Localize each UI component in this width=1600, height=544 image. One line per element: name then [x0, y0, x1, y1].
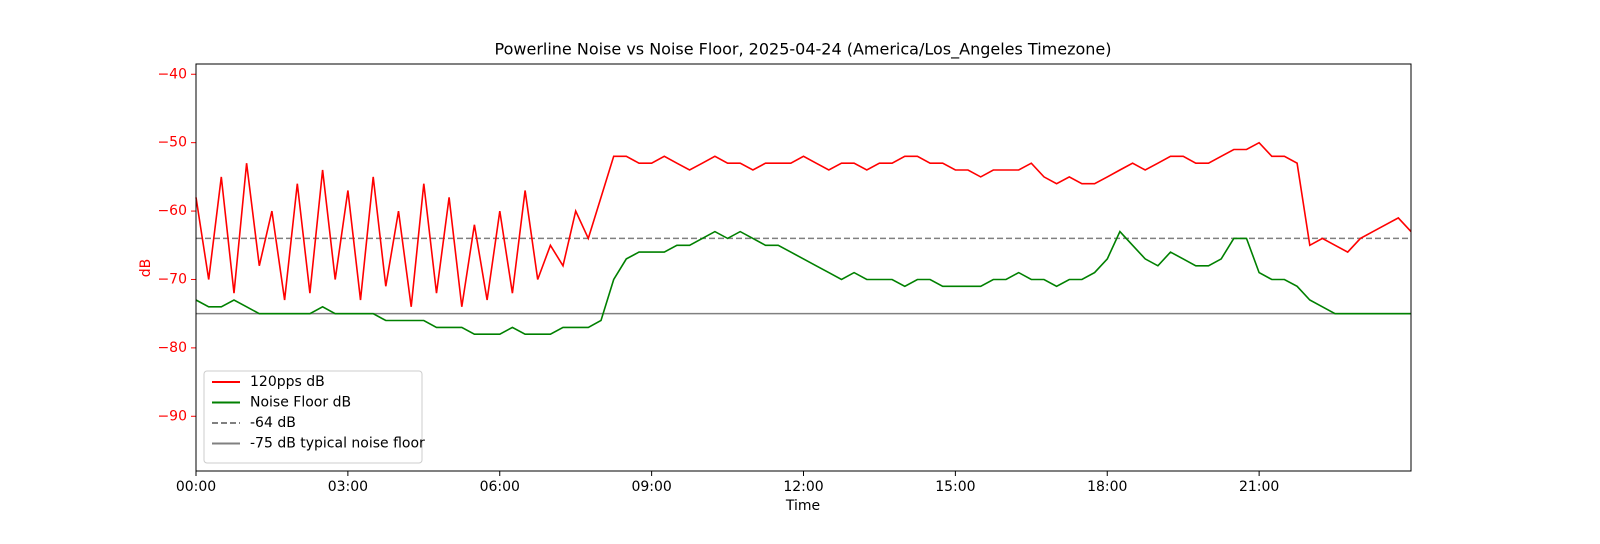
x-tick-label: 09:00 [631, 479, 671, 495]
y-tick-label: −50 [157, 135, 187, 151]
chart-title: Powerline Noise vs Noise Floor, 2025-04-… [495, 40, 1112, 60]
legend-label: -75 dB typical noise floor [250, 436, 425, 452]
y-tick-label: −40 [157, 66, 187, 82]
x-tick-label: 21:00 [1239, 479, 1279, 495]
x-tick-label: 15:00 [935, 479, 975, 495]
x-tick-label: 00:00 [176, 479, 216, 495]
x-tick-label: 12:00 [783, 479, 823, 495]
legend-label: -64 dB [250, 415, 296, 431]
legend-label: Noise Floor dB [250, 395, 351, 411]
y-tick-label: −90 [157, 408, 187, 424]
y-tick-label: −70 [157, 271, 187, 287]
y-axis-label: dB [138, 259, 154, 278]
plot-frame [195, 63, 1412, 472]
y-tick-label: −60 [157, 203, 187, 219]
data-line [195, 230, 1411, 336]
x-tick-label: 06:00 [480, 479, 520, 495]
y-tick-label: −80 [157, 340, 187, 356]
legend-box [203, 370, 423, 464]
legend-label: 120pps dB [250, 374, 325, 390]
data-line [195, 141, 1412, 307]
x-axis-label: Time [785, 498, 820, 514]
x-tick-label: 03:00 [328, 479, 368, 495]
x-tick-label: 18:00 [1087, 479, 1127, 495]
